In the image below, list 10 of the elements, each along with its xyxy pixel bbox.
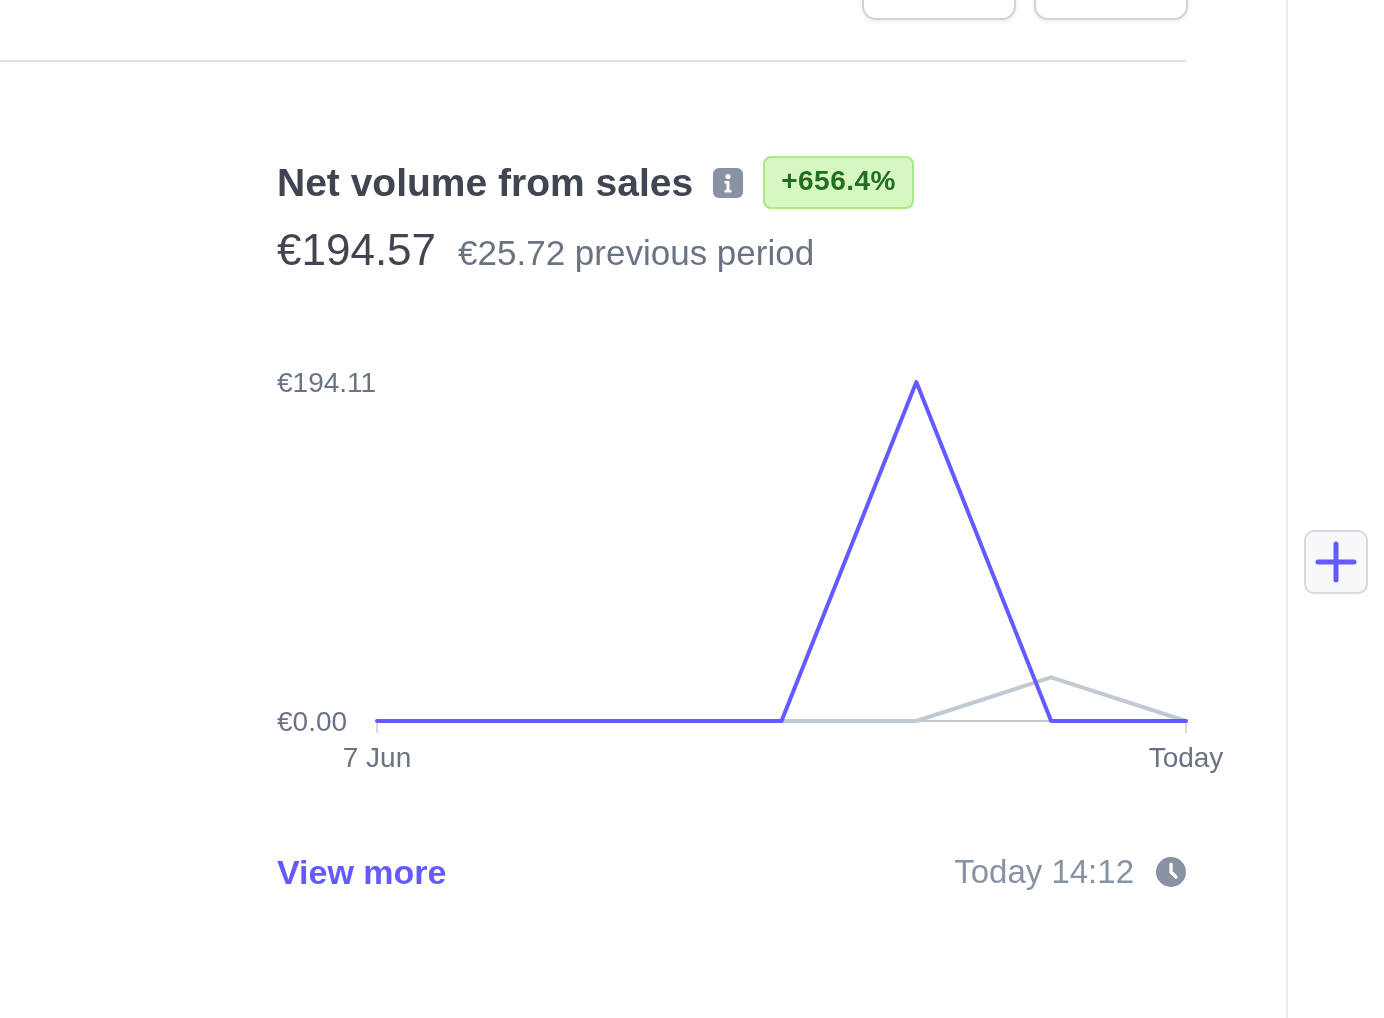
y-tick-label: €194.11 [277,366,377,398]
text: €25.72 previous period [458,233,815,273]
text: View more [277,853,447,891]
text: Today 14:12 [954,852,1134,892]
y-tick-label: €0.00 [277,705,348,737]
chart-title: Net volume from sales [277,159,694,206]
text: €194.57 [277,224,437,276]
x-tick-label: Today [1148,741,1224,773]
x-tick-label: 7 Jun [342,741,412,773]
badge: +656.4% [763,156,914,209]
